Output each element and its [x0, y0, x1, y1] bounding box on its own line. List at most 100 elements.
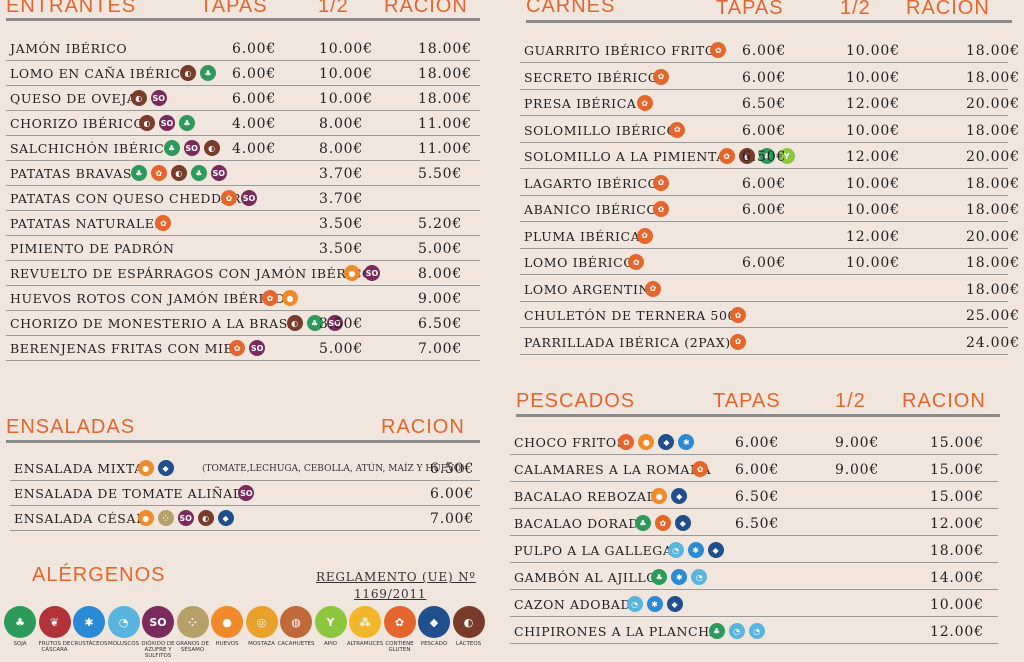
gluten-icon: ✿: [692, 461, 709, 477]
pescados-row: GAMBÓN AL AJILLO ♣ ✱ ◔ 14.00€: [510, 567, 998, 590]
entrantes-price-tapa: 6.00€: [232, 41, 277, 57]
entrantes-row: BERENJENAS FRITAS CON MIEL ✿ SO 5.00€ 7.00€: [6, 338, 480, 361]
carnes-item-name: SOLOMILLO IBÉRICO: [524, 122, 678, 138]
cacahuetes-icon: ◍: [280, 606, 312, 638]
allergen-label-gluten: CONTIENE GLUTEN: [385, 641, 414, 653]
carnes-price-tapa: 6.00€: [742, 255, 787, 271]
pescados-price-tapa: 6.00€: [735, 462, 780, 478]
pescado-icon: ◆: [418, 606, 450, 638]
carnes-price-racion: 18.00€: [966, 175, 1020, 192]
ensaladas-header-rule: [6, 440, 480, 443]
entrantes-item-name: PATATAS BRAVAS: [10, 166, 132, 181]
sulfitos-icon: SO: [364, 265, 380, 281]
carnes-price-racion: 20.00€: [966, 228, 1020, 245]
apio-icon: Y: [314, 606, 347, 638]
pescados-price-racion: 15.00€: [930, 462, 984, 478]
pescados-row: CHOCO FRITOS ✿ ● ◆ ✱ 6.00€ 9.00€ 15.00€: [510, 432, 998, 455]
pescados-price-racion: 10.00€: [930, 597, 984, 613]
ensaladas-item-name: ENSALADA DE TOMATE ALIÑADO: [14, 486, 255, 501]
apio-icon: Y: [778, 148, 795, 164]
allergen-label-altramuces: ALTRAMUCES: [346, 641, 384, 647]
allergen-label-sesamo: GRANOS DE SÉSAMO: [175, 641, 210, 653]
crustaceos-icon: ✱: [646, 596, 663, 612]
entrantes-col-racion: RACION: [384, 0, 468, 17]
sulfitos-icon: SO: [241, 190, 257, 206]
allergen-label-pescado: PESCADO: [420, 641, 448, 647]
pescado-icon: ◆: [217, 510, 234, 526]
carnes-price-racion: 18.00€: [966, 281, 1020, 298]
entrantes-price-tapa: 4.00€: [232, 116, 277, 132]
gluten-icon: ✿: [636, 227, 653, 244]
gluten-icon: ✿: [383, 606, 416, 638]
pescados-row: PULPO A LA GALLEGA ◔ ✱ ◆ 18.00€: [510, 540, 998, 563]
sulfitos-icon: SO: [150, 90, 167, 106]
ensaladas-title: ENSALADAS: [6, 416, 136, 438]
moluscos-icon: ◔: [728, 623, 745, 639]
pescados-price-tapa: 6.50€: [735, 516, 780, 532]
entrantes-price-media: 8.00€: [319, 141, 364, 157]
entrantes-price-media: 3.50€: [319, 241, 364, 257]
lacteos-icon: ◐: [180, 65, 196, 81]
pescado-icon: ◆: [674, 515, 691, 531]
soja-icon: ♣: [708, 623, 725, 639]
entrantes-price-racion: 5.00€: [418, 241, 463, 257]
pescados-item-name: CHIPIRONES A LA PLANCHA: [514, 624, 720, 639]
entrantes-row: CHORIZO IBÉRICO ◐ SO ♣ 4.00€ 8.00€ 11.00€: [6, 113, 480, 136]
pescados-header-rule: [516, 414, 1000, 417]
pescados-item-name: BACALAO REBOZADO: [514, 489, 669, 504]
crustaceos-icon: ✱: [671, 569, 688, 585]
entrantes-row: PATATAS CON QUESO CHEDDAR ✿ SO 3.70€: [6, 188, 480, 211]
crustaceos-icon: ✱: [687, 542, 704, 558]
lacteos-icon: ◐: [170, 165, 187, 181]
carnes-price-tapa: 6.00€: [742, 43, 787, 59]
entrantes-item-name: LOMO EN CAÑA IBÉRICO: [10, 66, 192, 81]
allergen-label-frutos: FRUTOS DE CÁSCARA: [38, 641, 71, 653]
carnes-price-racion: 18.00€: [966, 43, 1020, 59]
entrantes-price-media: 10.00€: [319, 41, 373, 57]
soja-icon: ♣: [130, 165, 147, 181]
gluten-icon: ✿: [644, 280, 661, 297]
entrantes-col-media: 1/2: [318, 0, 349, 17]
pescados-item-name: CHOCO FRITOS: [514, 435, 626, 450]
carnes-price-media: 12.00€: [846, 149, 900, 165]
carnes-row: GUARRITO IBÉRICO FRITO ✿ 6.00€ 10.00€ 18.00€: [520, 40, 1019, 63]
gluten-icon: ✿: [654, 515, 671, 531]
carnes-row: LAGARTO IBÉRICO ✿ 6.00€ 10.00€ 18.00€: [520, 173, 1019, 196]
gluten-icon: ✿: [730, 307, 746, 323]
huevo-icon: ●: [344, 265, 360, 281]
carnes-price-racion: 20.00€: [966, 96, 1020, 112]
pescados-row: BACALAO REBOZADO ● ◆ 6.50€ 15.00€: [510, 486, 998, 509]
allergen-label-mostaza: MOSTAZA: [248, 641, 275, 647]
soja-icon: ♣: [651, 569, 668, 585]
pescados-item-name: GAMBÓN AL AJILLO: [514, 570, 658, 585]
sesamo-icon: ⁘: [176, 606, 209, 638]
entrantes-item-name: CHORIZO DE MONESTERIO A LA BRASA: [10, 316, 298, 331]
carnes-price-racion: 18.00€: [966, 69, 1020, 86]
pescado-icon: ◆: [671, 488, 688, 504]
carnes-row: PARRILLADA IBÉRICA (2PAX) ✿ 24.00€: [520, 332, 1019, 355]
sulfitos-icon: SO: [249, 340, 266, 356]
ensaladas-price-racion: 6.00€: [430, 486, 475, 502]
entrantes-item-name: PATATAS CON QUESO CHEDDAR: [10, 191, 242, 206]
carnes-price-tapa: 6.00€: [742, 69, 787, 86]
carnes-item-name: PARRILLADA IBÉRICA (2PAX): [524, 334, 731, 350]
carnes-price-media: 10.00€: [846, 43, 900, 59]
pescados-price-tapa: 6.50€: [735, 489, 780, 505]
gluten-icon: ✿: [653, 174, 669, 191]
carnes-title: CARNES: [526, 0, 616, 17]
moluscos-icon: ◔: [691, 569, 708, 585]
carnes-price-racion: 20.00€: [966, 149, 1020, 165]
huevo-icon: ●: [638, 434, 655, 450]
carnes-row: SOLOMILLO A LA PIMIENTA ✿ ◐ ♣ Y 6.50€ 12.00€ 20…: [520, 146, 1019, 169]
moluscos-icon: ◔: [667, 542, 684, 558]
sulfitos-icon: SO: [238, 485, 255, 501]
mostaza-icon: ◎: [245, 606, 278, 638]
lacteos-icon: ◐: [139, 115, 155, 131]
ensaladas-col-racion: RACION: [381, 416, 465, 438]
gluten-icon: ✿: [636, 95, 653, 111]
entrantes-price-tapa: 6.00€: [232, 91, 277, 107]
soja-icon: ♣: [306, 315, 323, 331]
sulfitos-icon: SO: [177, 510, 194, 526]
entrantes-price-racion: 9.00€: [418, 291, 463, 307]
lacteos-icon: ◐: [203, 140, 220, 156]
